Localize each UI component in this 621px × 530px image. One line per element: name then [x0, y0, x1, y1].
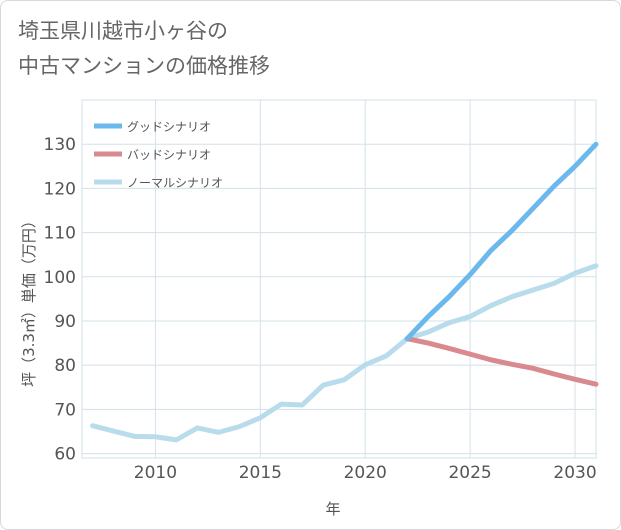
- x-tick-label: 2030: [553, 463, 596, 483]
- tick-labels: 60 70 80 90 100 110 120 130 2010 2015 2020 2025 2030: [44, 135, 597, 483]
- x-axis-label: 年: [325, 500, 340, 518]
- x-tick-label: 2025: [448, 463, 491, 483]
- legend-label-2: ノーマルシナリオ: [127, 176, 223, 190]
- legend-label-1: バッドシナリオ: [127, 148, 211, 162]
- y-tick-label: 110: [44, 224, 76, 244]
- y-tick-label: 130: [44, 135, 76, 155]
- y-tick-label: 100: [44, 268, 76, 288]
- chart-title-line-1: 埼玉県川越市小ヶ谷の: [18, 19, 228, 43]
- y-tick-label: 120: [44, 179, 76, 199]
- y-tick-label: 90: [54, 312, 76, 332]
- chart-title: 埼玉県川越市小ヶ谷の 中古マンションの価格推移: [18, 14, 270, 84]
- x-tick-label: 2015: [239, 463, 282, 483]
- legend-label-0: グッドシナリオ: [127, 120, 211, 134]
- y-tick-label: 60: [54, 445, 76, 465]
- y-tick-label: 70: [54, 400, 76, 420]
- series-line-2: [89, 263, 599, 443]
- series-layer: [89, 141, 599, 443]
- x-tick-label: 2010: [134, 463, 177, 483]
- x-tick-label: 2020: [344, 463, 387, 483]
- y-tick-label: 80: [54, 356, 76, 376]
- chart-title-line-2: 中古マンションの価格推移: [18, 54, 270, 78]
- series-line-1: [404, 336, 599, 387]
- plot-border: [81, 99, 597, 459]
- y-axis-label: 坪（3.3㎡）単価（万円）: [20, 213, 38, 387]
- series-line-0: [404, 141, 599, 342]
